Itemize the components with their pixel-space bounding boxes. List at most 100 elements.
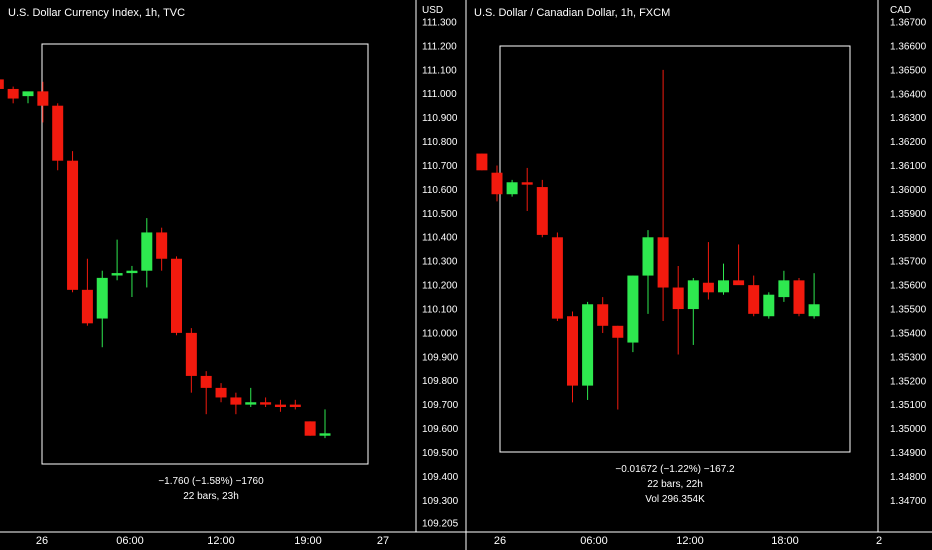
price-tick-label: 109.600: [422, 424, 459, 435]
candle: [156, 227, 168, 271]
price-tick-label: 1.36300: [890, 113, 927, 124]
candle-body: [672, 287, 684, 310]
candle-body: [702, 282, 714, 293]
candle-body: [141, 232, 153, 271]
candle-body: [642, 237, 654, 276]
price-tick-label: 109.700: [422, 400, 459, 411]
candle-body: [627, 275, 639, 343]
candle-body: [111, 273, 123, 276]
time-tick-label: 27: [377, 535, 389, 547]
price-tick-label: 110.400: [422, 233, 458, 244]
price-tick-label: 109.205: [422, 519, 459, 530]
dxy-time-axis[interactable]: 26 06:00 12:00 19:00 27: [36, 535, 389, 547]
price-tick-label: 1.35600: [890, 281, 927, 292]
time-tick-label: 26: [494, 535, 506, 547]
candle: [141, 218, 153, 288]
candle: [67, 151, 79, 293]
candle: [672, 266, 684, 355]
candle: [215, 383, 227, 403]
price-tick-label: 1.36000: [890, 185, 927, 196]
candle: [612, 325, 624, 410]
candle-body: [521, 182, 533, 185]
candle-body: [200, 375, 212, 388]
price-tick-label: 1.35200: [890, 376, 927, 387]
price-tick-label: 1.34800: [890, 472, 927, 483]
candle: [0, 79, 4, 89]
candle: [597, 297, 609, 333]
candle: [245, 387, 257, 408]
usdcad-time-axis[interactable]: 26 06:00 12:00 18:00 2: [494, 535, 882, 547]
price-tick-label: 1.35400: [890, 328, 927, 339]
candle-body: [0, 79, 4, 89]
price-tick-label: 111.100: [422, 65, 457, 76]
price-tick-label: 1.35500: [890, 305, 927, 316]
candle-body: [793, 280, 805, 314]
price-tick-label: 110.500: [422, 209, 458, 220]
usdcad-measure-change: −0.01672 (−1.22%) −167.2: [615, 464, 735, 475]
candle-body: [733, 280, 745, 286]
candle: [718, 263, 729, 295]
candle-body: [582, 304, 594, 386]
candle: [7, 86, 19, 104]
candle-body: [67, 160, 79, 290]
candle: [627, 275, 639, 353]
time-tick-label: 06:00: [580, 535, 608, 547]
price-tick-label: 109.300: [422, 496, 459, 507]
price-tick-label: 110.700: [422, 161, 458, 172]
candle: [230, 392, 242, 415]
usdcad-chart-pane[interactable]: U.S. Dollar / Canadian Dollar, 1h, FXCM …: [474, 5, 927, 547]
price-tick-label: 1.34700: [890, 496, 927, 507]
price-tick-label: 109.400: [422, 472, 459, 483]
candle-body: [536, 187, 548, 235]
time-tick-label: 12:00: [207, 535, 235, 547]
candle: [289, 399, 301, 410]
price-tick-label: 1.36500: [890, 65, 927, 76]
candle: [551, 232, 563, 322]
candle-body: [52, 105, 64, 161]
candle: [506, 179, 518, 197]
price-tick-label: 1.36200: [890, 137, 927, 148]
candle: [185, 328, 197, 393]
candle: [171, 256, 182, 336]
usdcad-candles: [476, 69, 820, 410]
candle: [763, 292, 775, 319]
candle: [37, 81, 49, 123]
price-tick-label: 1.34900: [890, 448, 927, 459]
usdcad-chart-title: U.S. Dollar / Canadian Dollar, 1h, FXCM: [474, 7, 670, 19]
candle-body: [81, 289, 93, 324]
candle-body: [126, 270, 138, 274]
time-tick-label: 2: [876, 535, 882, 547]
candle: [22, 91, 34, 104]
dxy-chart-pane[interactable]: U.S. Dollar Currency Index, 1h, TVC USD …: [0, 5, 459, 547]
usdcad-measure-box: [499, 45, 851, 453]
candle: [778, 270, 790, 302]
candle-body: [657, 237, 669, 288]
candle: [111, 239, 123, 281]
candle-body: [491, 172, 503, 195]
candle-body: [687, 280, 699, 310]
candle-body: [763, 294, 775, 317]
candle: [126, 265, 138, 298]
candle: [274, 399, 286, 412]
candle-body: [7, 88, 19, 99]
usdcad-price-axis[interactable]: 1.36700 1.36600 1.36500 1.36400 1.36300 1.362…: [890, 18, 927, 507]
dxy-price-axis[interactable]: 111.300 111.200 111.100 111.000 110.900 110.8…: [422, 18, 459, 530]
candle-body: [506, 182, 518, 195]
time-tick-label: 19:00: [294, 535, 322, 547]
candle: [52, 103, 64, 171]
usdcad-measure-volume: Vol 296.354K: [645, 494, 705, 505]
candle: [536, 179, 548, 238]
candle: [260, 397, 272, 408]
time-tick-label: 18:00: [771, 535, 799, 547]
price-tick-label: 111.200: [422, 41, 457, 52]
price-tick-label: 1.36600: [890, 41, 927, 52]
candle-body: [260, 402, 272, 405]
candle: [81, 258, 93, 326]
usdcad-currency-label: CAD: [890, 5, 911, 16]
price-tick-label: 109.500: [422, 448, 459, 459]
price-tick-label: 110.300: [422, 257, 458, 268]
time-tick-label: 12:00: [676, 535, 704, 547]
price-tick-label: 1.35300: [890, 352, 927, 363]
price-tick-label: 110.600: [422, 185, 458, 196]
